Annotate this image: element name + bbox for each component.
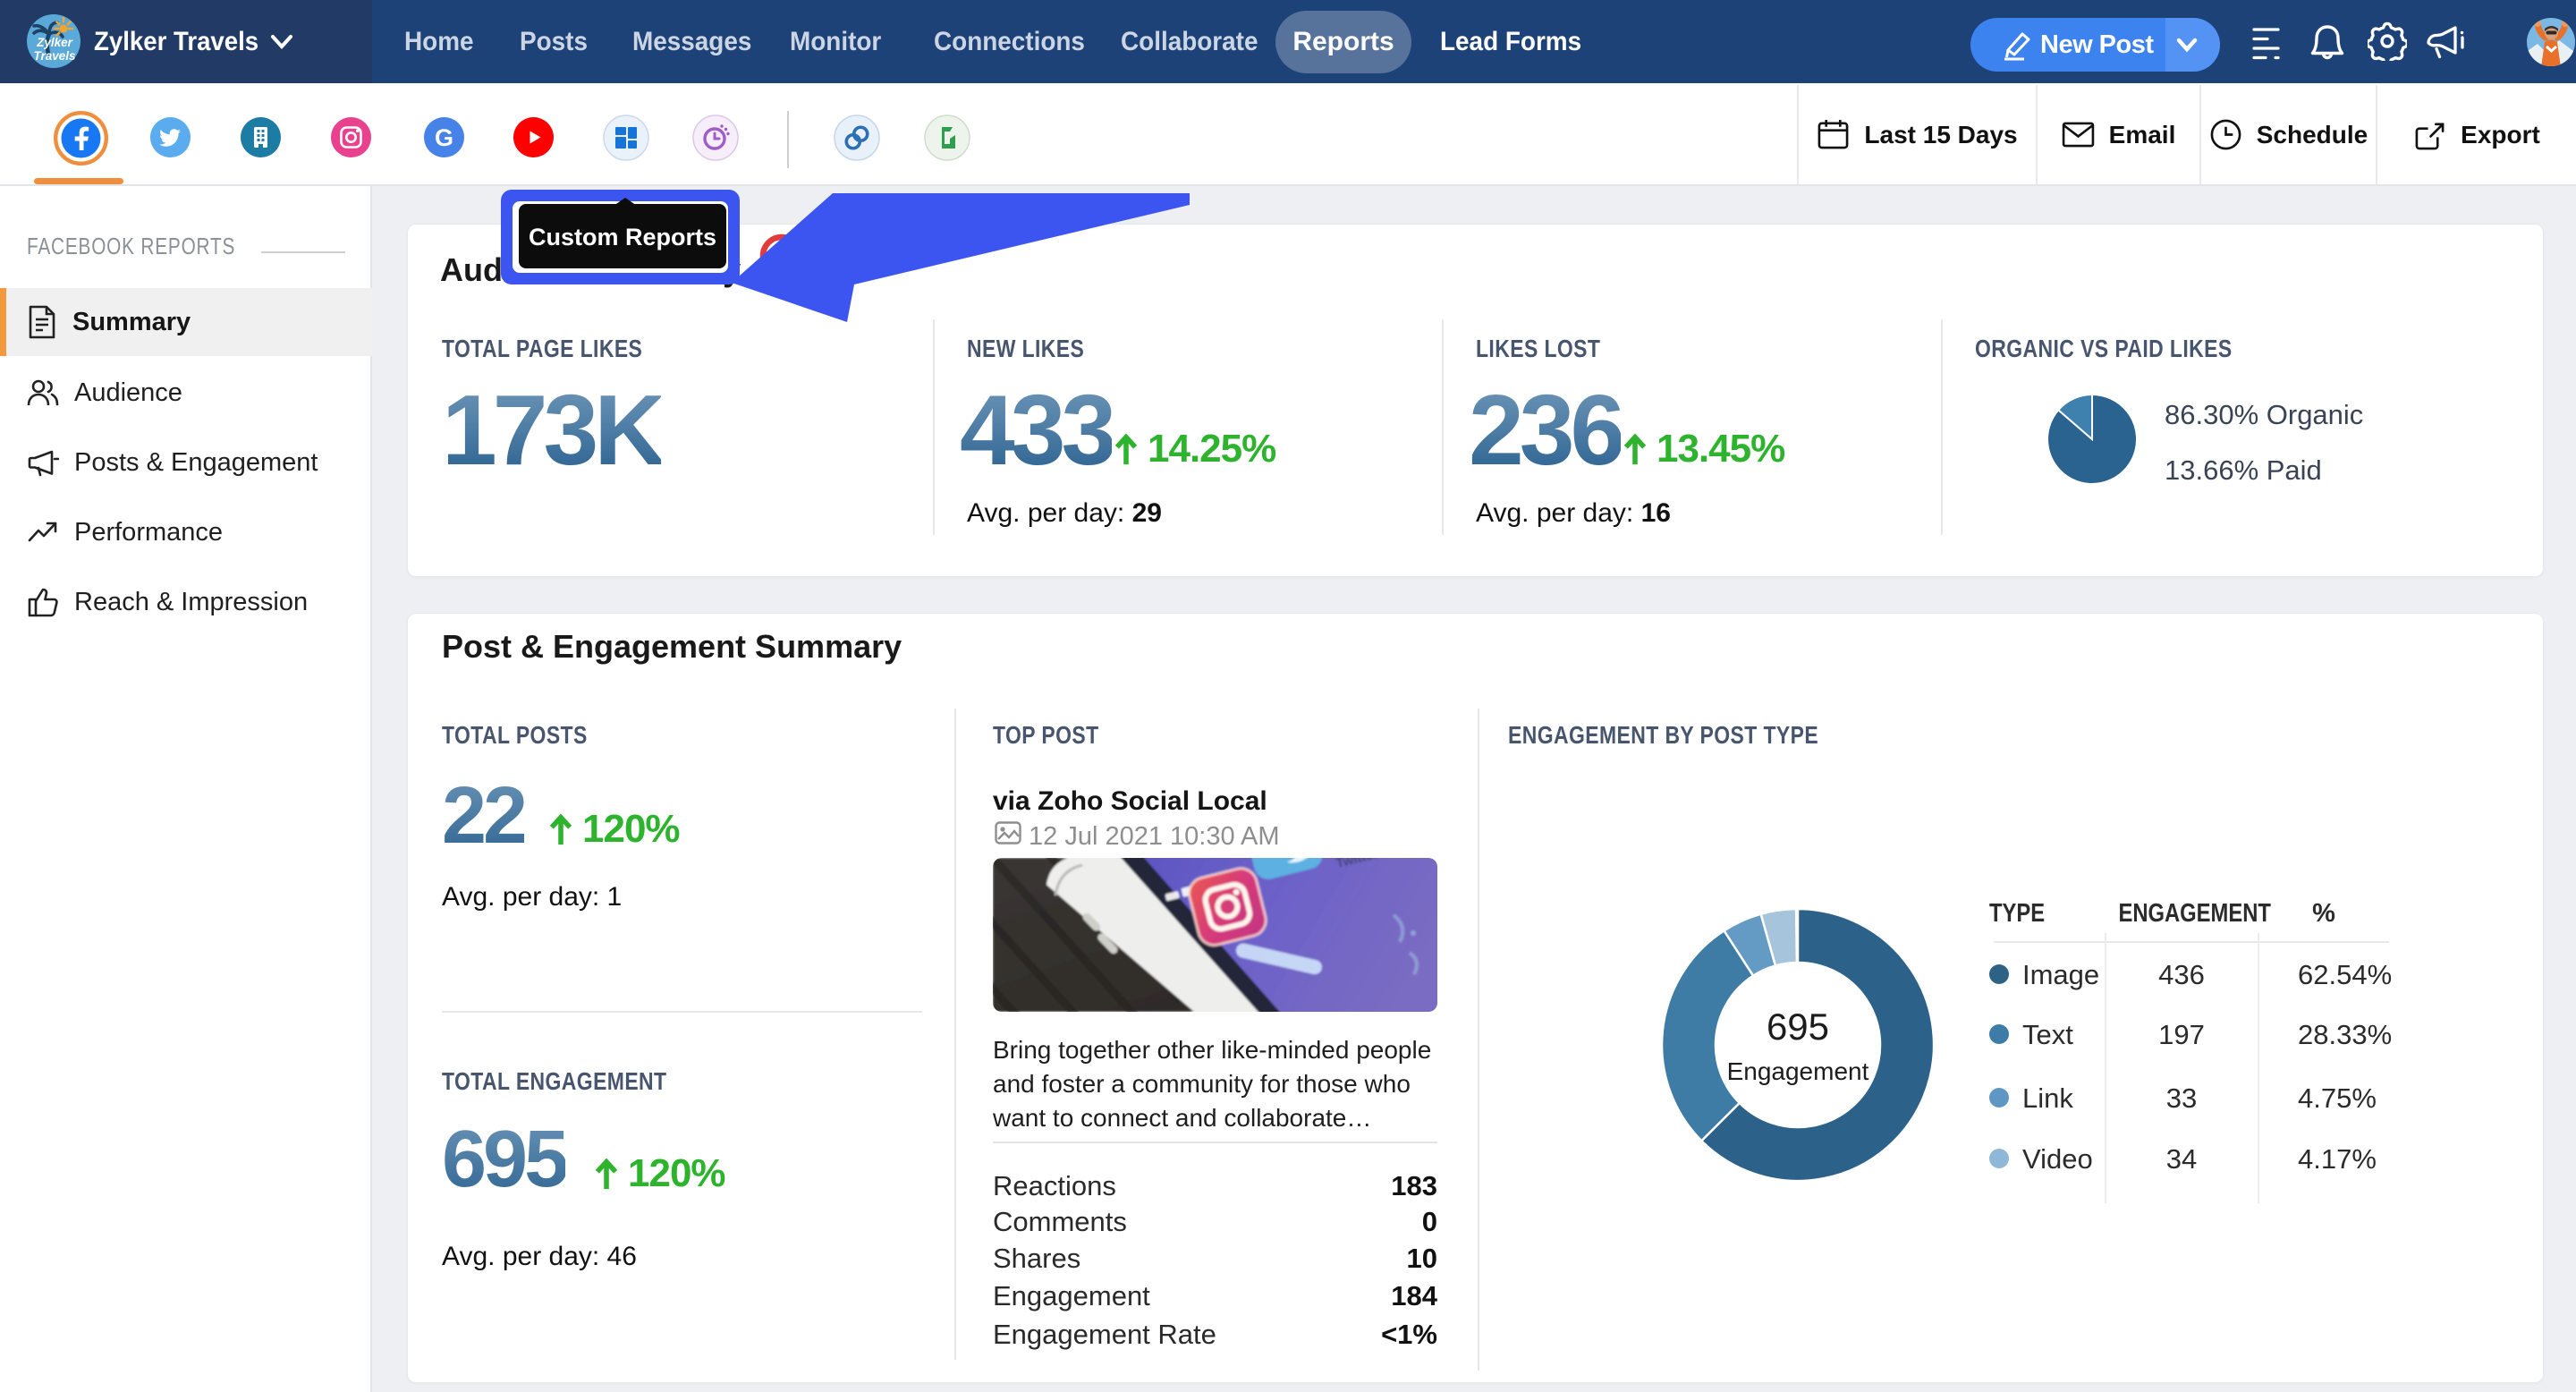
svg-text:Custom Reports: Custom Reports: [529, 224, 716, 250]
svg-text:695: 695: [1767, 1006, 1829, 1048]
svg-text:Zylker: Zylker: [36, 36, 73, 49]
svg-text:Travels: Travels: [33, 49, 76, 63]
svg-text:Engagement: Engagement: [1727, 1057, 1869, 1085]
svg-text:G: G: [435, 124, 453, 151]
